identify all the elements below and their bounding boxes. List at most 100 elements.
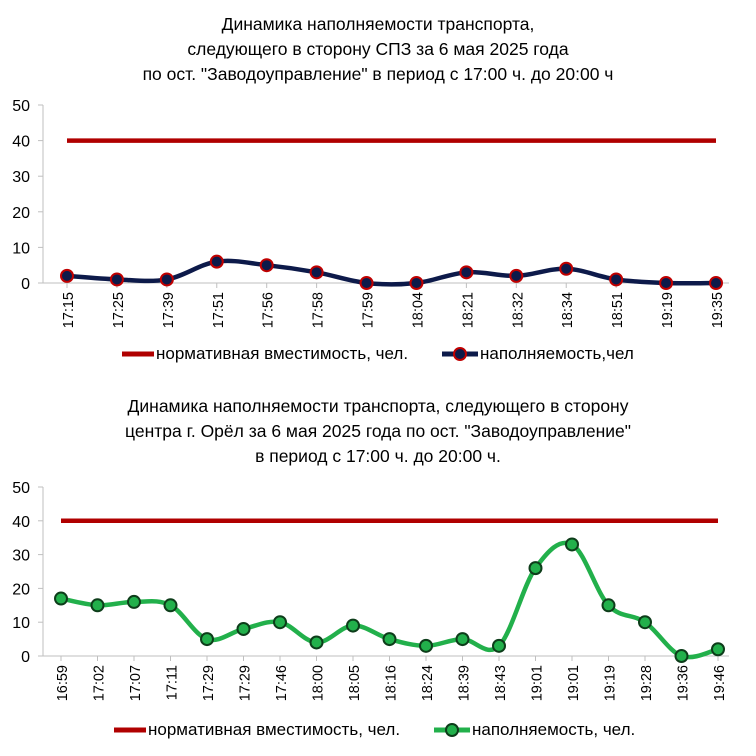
- data-point: [259, 258, 274, 273]
- data-point: [359, 276, 374, 290]
- legend-label-capacity: нормативная вместимость, чел.: [156, 344, 409, 363]
- title-line-1: Динамика наполняемости транспорта, следу…: [127, 396, 629, 416]
- data-point: [273, 615, 287, 630]
- data-point: [601, 598, 616, 613]
- x-tick-label: 17:07: [128, 665, 144, 701]
- data-point: [559, 261, 574, 276]
- y-tick-label: 0: [21, 276, 30, 293]
- title-line-2: следующего в сторону СПЗ за 6 мая 2025 г…: [187, 39, 569, 59]
- data-point: [528, 561, 543, 576]
- data-point: [455, 632, 470, 647]
- data-point: [159, 272, 174, 287]
- data-point: [200, 632, 214, 647]
- x-tick-label: 17:02: [92, 665, 108, 701]
- data-point: [60, 268, 74, 283]
- legend-swatch-occupancy: [434, 723, 470, 737]
- x-tick-label: 17:58: [311, 292, 327, 328]
- x-tick-label: 18:16: [384, 665, 400, 701]
- y-tick-label: 20: [12, 581, 30, 598]
- data-point: [459, 265, 474, 280]
- x-tick-label: 18:32: [510, 292, 526, 328]
- x-tick-label: 17:56: [261, 292, 277, 328]
- x-tick-label: 19:35: [710, 292, 726, 328]
- x-tick-label: 17:39: [161, 292, 177, 328]
- x-tick-label: 17:51: [211, 292, 227, 328]
- data-point: [509, 268, 524, 283]
- y-tick-label: 50: [12, 480, 30, 497]
- x-tick-label: 18:04: [410, 292, 426, 328]
- x-tick-label: 16:59: [55, 665, 71, 701]
- title-line-3: в период с 17:00 ч. до 20:00 ч.: [255, 446, 501, 466]
- x-tick-label: 19:19: [603, 665, 619, 701]
- data-point: [54, 591, 68, 606]
- x-tick-label: 19:36: [676, 665, 692, 701]
- chart-top: Динамика наполняемости транспорта, следу…: [0, 12, 756, 364]
- chart-title: Динамика наполняемости транспорта, следу…: [0, 394, 756, 469]
- legend-swatch-occupancy: [442, 347, 478, 361]
- x-tick-label: 18:51: [610, 292, 626, 328]
- data-point: [90, 598, 105, 613]
- chart-bottom: Динамика наполняемости транспорта, следу…: [0, 378, 756, 756]
- data-point: [659, 276, 674, 290]
- x-tick-label: 17:15: [61, 292, 77, 328]
- data-point: [609, 272, 624, 287]
- legend-item-occupancy: наполняемость, чел.: [432, 720, 635, 740]
- x-tick-label: 17:29: [238, 665, 254, 701]
- data-point: [565, 537, 579, 552]
- data-point: [209, 254, 224, 269]
- title-line-3: по ост. "Заводоуправление" в период с 17…: [142, 64, 614, 84]
- y-tick-label: 30: [12, 169, 30, 186]
- legend-label-occupancy: наполняемость,чел: [480, 344, 634, 363]
- y-tick-label: 40: [12, 514, 30, 531]
- legend-item-occupancy: наполняемость,чел: [440, 344, 634, 364]
- x-tick-label: 17:29: [201, 665, 217, 701]
- y-tick-label: 10: [12, 240, 30, 257]
- legend-label-occupancy: наполняемость, чел.: [472, 720, 636, 739]
- data-point: [709, 276, 723, 290]
- data-point: [309, 265, 324, 280]
- data-point: [409, 276, 424, 290]
- x-tick-label: 18:00: [311, 665, 327, 701]
- chart-title: Динамика наполняемости транспорта, следу…: [0, 12, 756, 87]
- x-tick-label: 18:05: [347, 665, 363, 701]
- data-point: [127, 594, 141, 609]
- data-point: [674, 649, 689, 663]
- x-tick-label: 19:28: [639, 665, 655, 701]
- legend-item-capacity: нормативная вместимость, чел.: [120, 344, 408, 364]
- y-tick-label: 40: [12, 134, 30, 151]
- x-tick-label: 17:46: [274, 665, 290, 701]
- y-tick-label: 30: [12, 548, 30, 565]
- x-tick-label: 19:01: [530, 665, 546, 701]
- data-point: [309, 635, 324, 650]
- x-tick-label: 18:39: [457, 665, 473, 701]
- data-point: [638, 615, 652, 630]
- x-tick-label: 19:46: [712, 665, 728, 701]
- x-tick-label: 18:24: [420, 665, 436, 701]
- y-tick-label: 50: [12, 98, 30, 115]
- data-point: [163, 598, 178, 613]
- data-point: [236, 621, 251, 636]
- x-tick-label: 17:25: [111, 292, 127, 328]
- x-tick-label: 18:21: [460, 292, 476, 328]
- data-point: [711, 642, 725, 657]
- legend-swatch-capacity: [122, 351, 154, 357]
- data-point: [346, 618, 360, 633]
- data-point: [109, 272, 124, 287]
- title-line-2: центра г. Орёл за 6 мая 2025 года по ост…: [125, 421, 631, 441]
- plot-area: 0 10 20 30 40 50 16:59 17:02 17:07 17:11 17:29 17:2…: [12, 480, 729, 701]
- y-tick-label: 20: [12, 205, 30, 222]
- x-tick-label: 19:19: [660, 292, 676, 328]
- data-point: [419, 638, 433, 653]
- x-tick-label: 19:01: [566, 665, 582, 701]
- legend-label-capacity: нормативная вместимость, чел.: [148, 720, 401, 739]
- title-line-1: Динамика наполняемости транспорта,: [221, 14, 535, 34]
- x-tick-label: 17:11: [165, 665, 181, 700]
- data-point: [492, 638, 506, 653]
- x-tick-label: 18:43: [493, 665, 509, 701]
- y-tick-label: 0: [21, 649, 30, 666]
- legend-swatch-capacity: [114, 727, 146, 733]
- y-tick-label: 10: [12, 615, 30, 632]
- legend-item-capacity: нормативная вместимость, чел.: [112, 720, 400, 740]
- data-point: [382, 632, 397, 647]
- x-tick-label: 18:34: [560, 292, 576, 328]
